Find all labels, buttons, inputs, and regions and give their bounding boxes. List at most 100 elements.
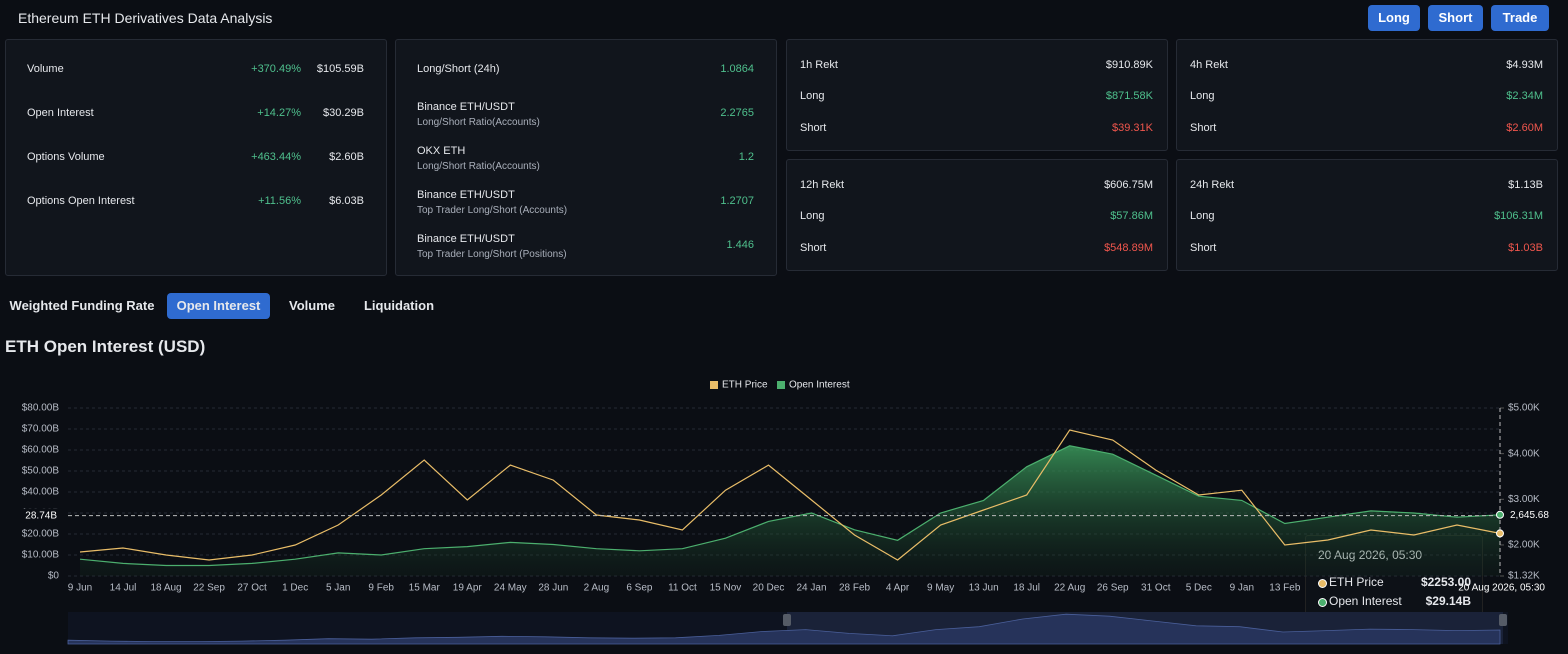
tab[interactable]: Open Interest [167, 293, 270, 319]
rekt-total: $910.89K [1105, 59, 1153, 71]
legend-label: ETH Price [722, 380, 768, 391]
rekt-card [1176, 39, 1558, 151]
header-button[interactable]: Short [1428, 5, 1483, 31]
ratio-sublabel: Long/Short Ratio(Accounts) [417, 117, 540, 128]
y-tick-label: $20.00B [22, 529, 60, 540]
header-button[interactable]: Long [1368, 5, 1420, 31]
ratio-label: Binance ETH/USDT [417, 233, 515, 245]
x-tick-label: 6 Sep [626, 583, 653, 594]
ratio-sublabel: Top Trader Long/Short (Accounts) [417, 205, 568, 216]
ratio-value: 1.2707 [720, 195, 754, 207]
rekt-total: $1.13B [1508, 179, 1543, 191]
rekt-total: $4.93M [1506, 59, 1543, 71]
oi-line [79, 445, 1501, 567]
price-line [79, 429, 1501, 561]
y2-tick-label: $2.00K [1508, 540, 1540, 551]
stat-label: Volume [27, 63, 64, 75]
rekt-card [786, 159, 1168, 271]
stat-label: Options Volume [27, 151, 105, 163]
x-tick-label: 24 May [494, 583, 527, 594]
x-tick-label: 28 Jun [538, 583, 568, 594]
rekt-long: $57.86M [1110, 210, 1153, 222]
rekt-long-label: Long [1190, 90, 1215, 102]
rekt-total: $606.75M [1104, 179, 1153, 191]
crosshair-y2-label: 2,645.68 [1510, 510, 1549, 521]
navigator-handle [1499, 614, 1507, 626]
navigator-area [67, 613, 1501, 645]
x-tick-label: 31 Oct [1141, 583, 1171, 594]
y-tick-label: $80.00B [22, 403, 60, 414]
chart-title: ETH Open Interest (USD) [5, 337, 206, 356]
y-tick-label: $10.00B [22, 550, 60, 561]
x-tick-label: 9 Feb [368, 583, 394, 594]
x-tick-label: 28 Feb [839, 583, 871, 594]
y-tick-label: $40.00B [22, 487, 60, 498]
x-tick-label: 19 Apr [453, 583, 483, 594]
y2-tick-label: $5.00K [1508, 403, 1540, 414]
rekt-long: $2.34M [1506, 90, 1543, 102]
crosshair-x-box [1484, 581, 1568, 595]
x-tick-label: 22 Sep [193, 583, 225, 594]
x-tick-label: 1 Dec [282, 583, 308, 594]
crosshair-y-box [20, 508, 62, 523]
ratio-label: Binance ETH/USDT [417, 189, 515, 201]
rekt-short-label: Short [800, 242, 827, 254]
ratio-value: 1.446 [726, 239, 754, 251]
legend-swatch [777, 381, 785, 389]
rekt-long-label: Long [1190, 210, 1215, 222]
x-tick-label: 14 Jul [110, 583, 137, 594]
x-tick-label: 2 Aug [584, 583, 610, 594]
x-tick-label: 4 Apr [886, 583, 910, 594]
x-tick-label: 5 Jan [326, 583, 350, 594]
y2-tick-label: $4.00K [1508, 448, 1540, 459]
x-tick-label: 15 Nov [710, 583, 742, 594]
rekt-short-label: Short [800, 122, 827, 134]
y2-tick-label: $3.00K [1508, 494, 1540, 505]
x-tick-label: 13 Jun [969, 583, 999, 594]
stat-value: $2.60B [329, 151, 364, 163]
rekt-title: 1h Rekt [800, 59, 838, 71]
tooltip-name: Open Interest [1329, 594, 1402, 608]
ratio-label: Binance ETH/USDT [417, 101, 515, 113]
stat-value: $105.59B [316, 63, 364, 75]
stat-change: +14.27% [257, 107, 301, 119]
stat-change: +463.44% [251, 151, 301, 163]
rekt-short: $1.03B [1508, 242, 1543, 254]
rekt-title: 24h Rekt [1190, 179, 1235, 191]
legend-swatch [710, 381, 718, 389]
rekt-long: $871.58K [1105, 90, 1153, 102]
page-title: Ethereum ETH Derivatives Data Analysis [18, 10, 273, 26]
oi-point [1496, 510, 1504, 519]
y-tick-label: $60.00B [22, 445, 60, 456]
rekt-long-label: Long [800, 90, 825, 102]
x-tick-label: 11 Oct [668, 583, 697, 594]
rekt-title: 4h Rekt [1190, 59, 1228, 71]
stats-card [5, 39, 387, 276]
tab[interactable]: Weighted Funding Rate [9, 298, 155, 313]
ratio-label: Long/Short (24h) [417, 63, 500, 75]
rekt-title: 12h Rekt [800, 179, 845, 191]
tab[interactable]: Volume [289, 298, 335, 313]
tooltip-name: ETH Price [1329, 575, 1384, 589]
ratio-label: OKX ETH [417, 145, 466, 157]
y-tick-label: $50.00B [22, 466, 60, 477]
stat-change: +11.56% [258, 195, 301, 207]
legend-label: Open Interest [789, 380, 850, 391]
header-button[interactable]: Trade [1491, 5, 1549, 31]
rekt-short: $2.60M [1506, 122, 1543, 134]
crosshair-x-label: 20 Aug 2026, 05:30 [1458, 583, 1545, 594]
rekt-long-label: Long [800, 210, 825, 222]
rekt-long: $106.31M [1494, 210, 1543, 222]
stat-value: $30.29B [323, 107, 364, 119]
stat-change: +370.49% [251, 63, 301, 75]
rekt-card [1176, 159, 1558, 271]
tooltip-dot [1318, 598, 1327, 607]
tooltip-dot [1318, 579, 1327, 588]
stat-label: Options Open Interest [27, 195, 135, 207]
stat-value: $6.03B [329, 195, 364, 207]
oi-area [80, 445, 1500, 576]
tab[interactable]: Liquidation [363, 298, 435, 313]
tooltip-value: $2253.00 [1420, 575, 1471, 589]
